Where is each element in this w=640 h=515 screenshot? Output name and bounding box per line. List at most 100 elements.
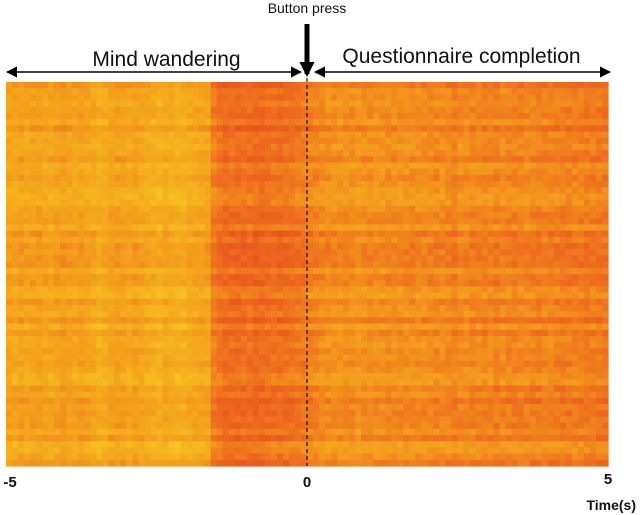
heatmap-cell [300,286,308,294]
heatmap-cell [222,286,230,294]
heatmap-cell [391,366,398,374]
heatmap-cell [475,174,483,182]
heatmap-cell [138,342,146,349]
heatmap-cell [307,379,314,387]
heatmap-cell [78,230,85,238]
heatmap-cell [547,88,555,95]
heatmap-cell [48,156,55,164]
heatmap-cell [505,261,513,269]
heatmap-cell [469,137,477,145]
heatmap-cell [457,342,465,349]
heatmap-cell [565,342,573,349]
heatmap-cell [66,317,73,325]
heatmap-cell [180,174,188,182]
heatmap-cell [192,112,200,120]
heatmap-cell [156,243,164,250]
heatmap-cell [210,323,218,331]
heatmap-cell [102,106,109,114]
heatmap-cell [427,280,435,287]
heatmap-cell [180,150,188,157]
heatmap-cell [505,379,513,387]
heatmap-cell [361,348,368,356]
heatmap-cell [12,304,19,312]
heatmap-cell [397,329,404,337]
heatmap-cell [18,267,25,275]
heatmap-cell [234,112,242,120]
heatmap-cell [355,298,362,306]
heatmap-cell [204,82,212,89]
heatmap-cell [379,156,386,164]
heatmap-cell [601,267,609,275]
heatmap-cell [162,137,170,145]
heatmap-cell [529,150,537,157]
heatmap-cell [288,199,296,207]
heatmap-cell [162,360,170,368]
heatmap-cell [210,292,218,300]
heatmap-cell [415,255,422,263]
heatmap-cell [343,82,350,89]
heatmap-cell [457,143,465,151]
heatmap-cell [307,298,314,306]
heatmap-cell [30,267,37,275]
heatmap-cell [150,199,158,207]
heatmap-cell [343,249,350,257]
heatmap-cell [385,348,392,356]
heatmap-cell [439,354,447,362]
heatmap-cell [319,274,326,281]
heatmap-cell [72,317,79,325]
heatmap-cell [114,94,121,102]
heatmap-cell [541,88,549,95]
heatmap-cell [48,137,55,145]
heatmap-cell [90,304,97,312]
heatmap-cell [126,100,134,108]
heatmap-cell [234,162,242,170]
heatmap-cell [487,205,495,213]
heatmap-cell [367,236,374,244]
heatmap-cell [96,156,103,164]
heatmap-cell [595,143,603,151]
heatmap-cell [240,373,248,380]
heatmap-cell [553,255,561,263]
heatmap-cell [355,131,362,139]
heatmap-cell [132,304,140,312]
heatmap-cell [409,94,416,102]
heatmap-cell [571,187,579,195]
heatmap-cell [138,205,146,213]
heatmap-cell [12,162,19,170]
heatmap-cell [186,354,194,362]
heatmap-cell [12,249,19,257]
heatmap-cell [331,230,338,238]
heatmap-cell [42,156,49,164]
heatmap-cell [180,181,188,188]
heatmap-cell [42,106,49,114]
heatmap-cell [373,112,380,120]
heatmap-cell [385,82,392,89]
heatmap-cell [559,280,567,287]
heatmap-cell [150,193,158,201]
heatmap-cell [222,311,230,318]
heatmap-cell [30,119,37,126]
heatmap-cell [114,168,121,176]
heatmap-cell [108,286,115,294]
heatmap-cell [282,119,290,126]
heatmap-cell [487,94,495,102]
heatmap-cell [583,205,591,213]
heatmap-cell [379,261,386,269]
heatmap-cell [174,354,182,362]
heatmap-cell [325,255,332,263]
heatmap-cell [499,286,507,294]
heatmap-cell [529,224,537,232]
heatmap-cell [78,137,85,145]
heatmap-cell [72,224,79,232]
heatmap-cell [595,125,603,133]
heatmap-cell [78,100,85,108]
heatmap-cell [379,342,386,349]
heatmap-cell [571,181,579,188]
heatmap-cell [331,274,338,281]
heatmap-cell [451,125,459,133]
heatmap-cell [18,125,25,133]
heatmap-cell [240,280,248,287]
heatmap-cell [427,187,435,195]
heatmap-cell [144,168,152,176]
heatmap-cell [583,366,591,374]
